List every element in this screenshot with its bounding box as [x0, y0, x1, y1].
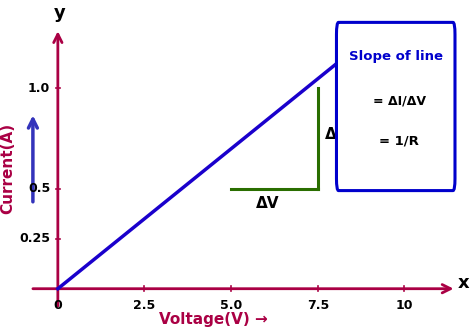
Text: 0.25: 0.25	[19, 232, 50, 245]
Text: ΔI: ΔI	[325, 127, 342, 142]
Text: x: x	[458, 274, 470, 292]
Text: Slope of line: Slope of line	[349, 50, 443, 63]
Text: 7.5: 7.5	[307, 299, 329, 312]
Text: = 1/R: = 1/R	[379, 135, 419, 148]
Text: ΔV: ΔV	[256, 196, 279, 211]
Text: Current(A): Current(A)	[0, 123, 15, 214]
Text: = ΔI/ΔV: = ΔI/ΔV	[373, 94, 426, 108]
Text: 0: 0	[54, 299, 62, 312]
Text: 10: 10	[396, 299, 413, 312]
Text: 5.0: 5.0	[220, 299, 242, 312]
Text: 1.0: 1.0	[28, 82, 50, 95]
Text: 2.5: 2.5	[133, 299, 155, 312]
FancyBboxPatch shape	[337, 22, 455, 191]
Text: 0.5: 0.5	[28, 182, 50, 195]
Text: Voltage(V) →: Voltage(V) →	[159, 312, 268, 327]
Text: y: y	[54, 4, 65, 22]
